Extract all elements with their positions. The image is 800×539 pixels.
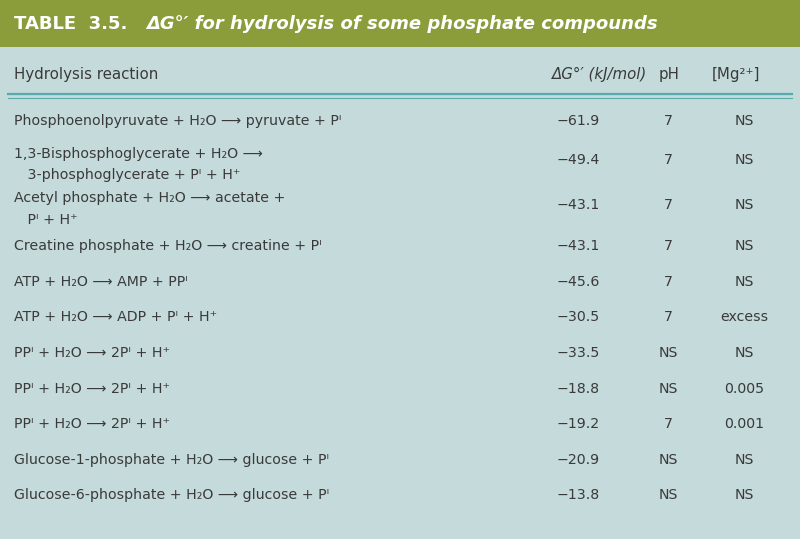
Text: ΔG°′ (kJ/mol): ΔG°′ (kJ/mol) bbox=[552, 67, 647, 82]
Text: PPᴵ + H₂O ⟶ 2Pᴵ + H⁺: PPᴵ + H₂O ⟶ 2Pᴵ + H⁺ bbox=[14, 417, 170, 431]
Text: PPᴵ + H₂O ⟶ 2Pᴵ + H⁺: PPᴵ + H₂O ⟶ 2Pᴵ + H⁺ bbox=[14, 382, 170, 396]
Text: NS: NS bbox=[734, 488, 754, 502]
Text: NS: NS bbox=[734, 239, 754, 253]
Text: −45.6: −45.6 bbox=[557, 275, 600, 289]
Text: 7: 7 bbox=[664, 153, 674, 167]
Text: 7: 7 bbox=[664, 310, 674, 324]
Text: NS: NS bbox=[659, 346, 678, 360]
Text: NS: NS bbox=[734, 198, 754, 212]
Text: Pᴵ + H⁺: Pᴵ + H⁺ bbox=[14, 213, 78, 227]
Text: 7: 7 bbox=[664, 239, 674, 253]
Text: Hydrolysis reaction: Hydrolysis reaction bbox=[14, 67, 158, 82]
Text: −19.2: −19.2 bbox=[557, 417, 600, 431]
Text: Phosphoenolpyruvate + H₂O ⟶ pyruvate + Pᴵ: Phosphoenolpyruvate + H₂O ⟶ pyruvate + P… bbox=[14, 114, 342, 128]
Text: ΔG°′ for hydrolysis of some phosphate compounds: ΔG°′ for hydrolysis of some phosphate co… bbox=[146, 15, 658, 33]
Text: −13.8: −13.8 bbox=[557, 488, 600, 502]
Text: NS: NS bbox=[734, 346, 754, 360]
Text: 0.005: 0.005 bbox=[724, 382, 764, 396]
Text: NS: NS bbox=[734, 114, 754, 128]
Text: Acetyl phosphate + H₂O ⟶ acetate +: Acetyl phosphate + H₂O ⟶ acetate + bbox=[14, 191, 286, 205]
Text: NS: NS bbox=[659, 488, 678, 502]
Text: 7: 7 bbox=[664, 275, 674, 289]
Text: ATP + H₂O ⟶ AMP + PPᴵ: ATP + H₂O ⟶ AMP + PPᴵ bbox=[14, 275, 188, 289]
Text: TABLE  3.5.: TABLE 3.5. bbox=[14, 15, 140, 33]
Text: −43.1: −43.1 bbox=[557, 198, 600, 212]
Text: Glucose-1-phosphate + H₂O ⟶ glucose + Pᴵ: Glucose-1-phosphate + H₂O ⟶ glucose + Pᴵ bbox=[14, 453, 330, 467]
Text: 7: 7 bbox=[664, 198, 674, 212]
Text: Creatine phosphate + H₂O ⟶ creatine + Pᴵ: Creatine phosphate + H₂O ⟶ creatine + Pᴵ bbox=[14, 239, 322, 253]
Text: ATP + H₂O ⟶ ADP + Pᴵ + H⁺: ATP + H₂O ⟶ ADP + Pᴵ + H⁺ bbox=[14, 310, 218, 324]
Text: −49.4: −49.4 bbox=[557, 153, 600, 167]
Text: 3-phosphoglycerate + Pᴵ + H⁺: 3-phosphoglycerate + Pᴵ + H⁺ bbox=[14, 168, 241, 182]
Text: NS: NS bbox=[734, 453, 754, 467]
Text: NS: NS bbox=[659, 453, 678, 467]
Bar bbox=[0, 0, 800, 47]
Text: −43.1: −43.1 bbox=[557, 239, 600, 253]
Text: 7: 7 bbox=[664, 417, 674, 431]
Text: NS: NS bbox=[734, 275, 754, 289]
Text: 7: 7 bbox=[664, 114, 674, 128]
Text: −61.9: −61.9 bbox=[557, 114, 600, 128]
Text: −18.8: −18.8 bbox=[557, 382, 600, 396]
Text: [Mg²⁺]: [Mg²⁺] bbox=[712, 67, 760, 82]
Text: PPᴵ + H₂O ⟶ 2Pᴵ + H⁺: PPᴵ + H₂O ⟶ 2Pᴵ + H⁺ bbox=[14, 346, 170, 360]
Text: −30.5: −30.5 bbox=[557, 310, 600, 324]
Text: pH: pH bbox=[658, 67, 679, 82]
Text: 1,3-Bisphosphoglycerate + H₂O ⟶: 1,3-Bisphosphoglycerate + H₂O ⟶ bbox=[14, 147, 263, 161]
Text: NS: NS bbox=[659, 382, 678, 396]
Text: −20.9: −20.9 bbox=[557, 453, 600, 467]
Text: NS: NS bbox=[734, 153, 754, 167]
Text: excess: excess bbox=[720, 310, 768, 324]
Text: 0.001: 0.001 bbox=[724, 417, 764, 431]
Text: Glucose-6-phosphate + H₂O ⟶ glucose + Pᴵ: Glucose-6-phosphate + H₂O ⟶ glucose + Pᴵ bbox=[14, 488, 330, 502]
Text: −33.5: −33.5 bbox=[557, 346, 600, 360]
